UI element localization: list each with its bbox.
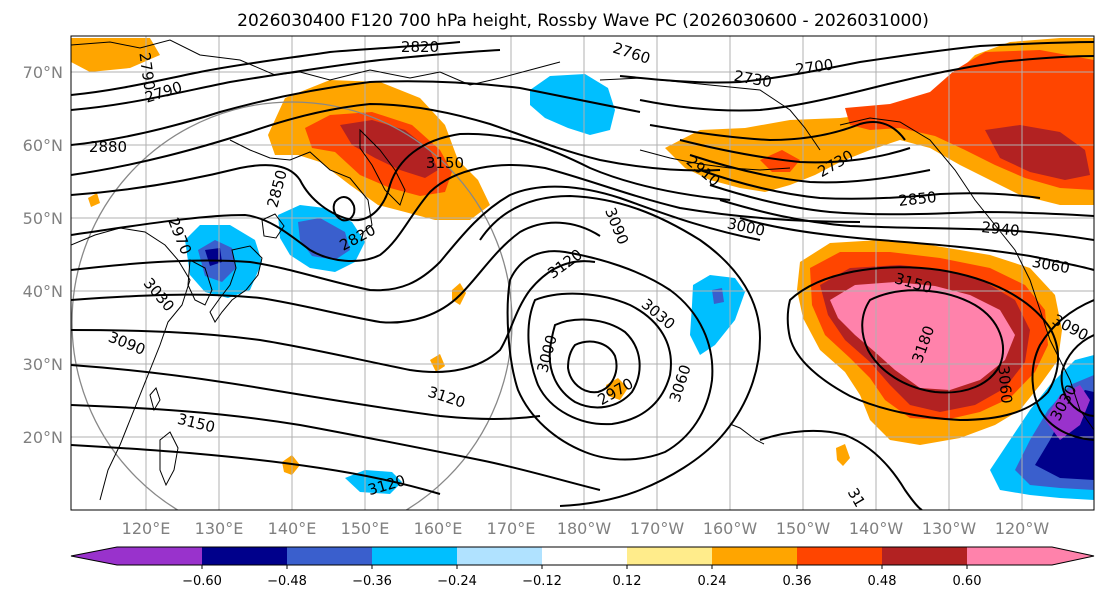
lon-label: 160°E <box>414 519 463 538</box>
anomaly-positive-alaska-core <box>985 125 1090 180</box>
anomaly-negative-central-core <box>712 288 724 304</box>
contour-label: 3060 <box>994 365 1015 405</box>
colorbar-segment <box>542 547 627 565</box>
latitude-labels: 70°N 60°N 50°N 40°N 30°N 20°N <box>23 63 63 447</box>
colorbar-tick-label: 0.36 <box>783 574 812 589</box>
colorbar-segment <box>117 547 202 565</box>
colorbar-segment <box>372 547 457 565</box>
anomaly-negative-blob-1 <box>345 470 402 494</box>
lon-label: 160°W <box>703 519 758 538</box>
coastline-okhotsk <box>229 139 373 236</box>
coastline-hawaii <box>729 423 765 445</box>
lon-label: 170°E <box>487 519 536 538</box>
colorbar-segment <box>287 547 372 565</box>
colorbar-tick-label: 0.24 <box>698 574 727 589</box>
colorbar-segment <box>457 547 542 565</box>
colorbar-segment <box>627 547 712 565</box>
region-circle <box>71 101 513 510</box>
lat-label: 20°N <box>23 428 63 447</box>
colorbar-segment <box>967 547 1052 565</box>
height-contours <box>71 41 1094 510</box>
coastline-alaska <box>839 117 1094 431</box>
colorbar-segment <box>882 547 967 565</box>
contour-label: 2880 <box>89 138 127 156</box>
lon-label: 150°E <box>341 519 390 538</box>
anomaly-negative-central <box>690 275 745 355</box>
colorbar: −0.60 −0.48 −0.36 −0.24 −0.12 0.12 0.24 … <box>70 546 1095 589</box>
colorbar-segment <box>797 547 882 565</box>
colorbar-tick-label: −0.36 <box>352 574 392 589</box>
coastline-korea <box>187 259 213 306</box>
coastline-kamchatka <box>359 128 406 206</box>
lat-label: 70°N <box>23 63 63 82</box>
map-panel: 2820 2790 2760 2730 2700 2790 2880 2850 … <box>70 35 1095 511</box>
colorbar-segment <box>202 547 287 565</box>
lat-label: 30°N <box>23 355 63 374</box>
map-frame <box>70 35 1095 511</box>
anomaly-positive-nw <box>71 38 160 72</box>
lon-label: 140°W <box>849 519 904 538</box>
longitude-labels: 120°E 130°E 140°E 150°E 160°E 170°E 180°… <box>122 519 1050 538</box>
colorbar-tick-label: −0.12 <box>522 574 562 589</box>
contour-label: 2940 <box>981 218 1021 240</box>
lon-label: 150°W <box>776 519 831 538</box>
coastline-japan <box>209 245 263 323</box>
coastline-taiwan <box>149 387 161 412</box>
coastline-siberia <box>71 39 561 86</box>
anomaly-negative-bering <box>530 74 615 135</box>
colorbar-segment <box>712 547 797 565</box>
colorbar-tick-label: 0.60 <box>953 574 982 589</box>
colorbar-segment <box>71 547 117 565</box>
colorbar-ticks <box>201 565 968 569</box>
lat-label: 40°N <box>23 282 63 301</box>
lon-label: 140°E <box>268 519 317 538</box>
coastline-philippines <box>159 431 179 487</box>
anomaly-positive-blob-6 <box>88 193 100 207</box>
coastline-aleutians <box>639 149 791 171</box>
contour-label: 2700 <box>794 55 834 78</box>
lon-label: 130°E <box>195 519 244 538</box>
anomaly-negative-se-core <box>1045 385 1090 440</box>
map-title: 2026030400 F120 700 hPa height, Rossby W… <box>237 11 929 31</box>
lon-label: 120°E <box>122 519 171 538</box>
contour-label: 2850 <box>898 188 938 210</box>
lon-label: 130°W <box>922 519 977 538</box>
contour-label: 3150 <box>426 154 464 172</box>
colorbar-tick-label: 0.48 <box>868 574 897 589</box>
lon-label: 180°W <box>557 519 612 538</box>
contour-label: 2820 <box>401 38 439 56</box>
contour-label: 2790 <box>135 51 158 91</box>
anomaly-positive-gulf <box>760 150 800 172</box>
lon-label: 170°W <box>630 519 685 538</box>
colorbar-tick-label: −0.48 <box>267 574 307 589</box>
lon-label: 120°W <box>995 519 1050 538</box>
colorbar-outline <box>70 546 1095 566</box>
colorbar-tick-label: −0.60 <box>182 574 222 589</box>
anomaly-positive-blob-5 <box>836 444 850 466</box>
lat-label: 50°N <box>23 209 63 228</box>
coastline-hokkaido <box>261 213 285 239</box>
coastline-east-asia <box>71 227 191 501</box>
lat-label: 60°N <box>23 136 63 155</box>
colorbar-tick-label: 0.12 <box>613 574 642 589</box>
colorbar-tick-label: −0.24 <box>437 574 477 589</box>
anomaly-positive-blob-3 <box>282 455 300 475</box>
colorbar-segment <box>1052 547 1094 565</box>
